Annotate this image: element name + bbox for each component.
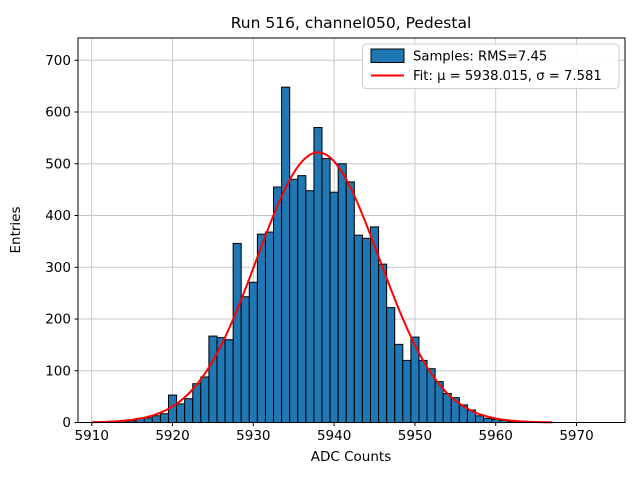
histogram-bar [305,190,315,423]
y-tick-label: 100 [45,363,71,379]
histogram-bar [200,376,210,423]
legend-swatch-samples [370,48,405,63]
x-tick-label: 5930 [236,428,270,444]
legend: Samples: RMS=7.45 Fit: μ = 5938.015, σ =… [362,43,620,89]
histogram-bar [281,86,291,424]
legend-label-samples: Samples: RMS=7.45 [413,50,547,65]
histogram-bar [337,163,347,423]
chart-title: Run 516, channel050, Pedestal [231,14,472,32]
histogram-bar [232,242,242,423]
histogram-bar [378,263,388,423]
y-tick-label: 300 [45,260,71,276]
histogram-bar [192,383,202,423]
y-tick-label: 700 [45,53,71,69]
plot-border [77,37,626,423]
legend-label-fit: Fit: μ = 5938.015, σ = 7.581 [413,69,602,84]
histogram-bar [264,231,275,423]
histogram-bar [394,343,404,423]
histogram-bar [143,417,153,423]
histogram-bar [329,191,339,423]
x-tick-label: 5920 [155,428,189,444]
histogram-bar [386,307,396,424]
histogram-bar [184,398,194,424]
histogram-bar [321,158,331,423]
axes-frame [77,37,626,423]
y-tick-label: 200 [45,312,71,328]
y-tick-label: 500 [45,156,71,172]
gridlines [78,38,625,423]
x-tick-label: 5970 [559,428,593,444]
x-tick-label: 5940 [317,428,351,444]
y-tick-label: 600 [45,105,71,121]
histogram-bar [159,413,169,423]
histogram-bar [345,181,355,423]
histogram-bar [240,296,250,424]
histogram-bar [224,339,234,423]
histogram-bar [369,226,380,423]
histogram-bar [289,178,299,423]
histogram-bar [273,186,283,423]
legend-box [362,43,620,89]
y-axis-label: Entries [8,206,24,253]
histogram-bar [208,335,218,423]
histogram-bar [256,233,266,423]
histogram-bar [483,417,493,423]
x-axis-label: ADC Counts [311,449,391,465]
histogram-bar [151,415,161,424]
histogram-bar [313,127,323,423]
histogram-bar [297,175,307,423]
tick-marks-and-labels: 5910 5920 5930 5940 5950 5960 5970 0 100 200 300 40… [45,53,593,444]
y-tick-label: 0 [62,415,71,431]
fit-curve [91,151,553,424]
histogram-bar [176,403,186,423]
histogram-bar [402,359,412,423]
x-tick-label: 5960 [479,428,513,444]
histogram-bar [248,281,258,424]
y-tick-label: 400 [45,208,71,224]
histogram-bar [361,237,371,423]
x-tick-label: 5950 [398,428,432,444]
histogram-bar [442,393,452,424]
histogram-bar [353,234,363,423]
histogram-bar [475,415,485,424]
histogram-bars [111,86,533,424]
x-tick-label: 5910 [75,428,109,444]
histogram-bar [418,359,428,423]
